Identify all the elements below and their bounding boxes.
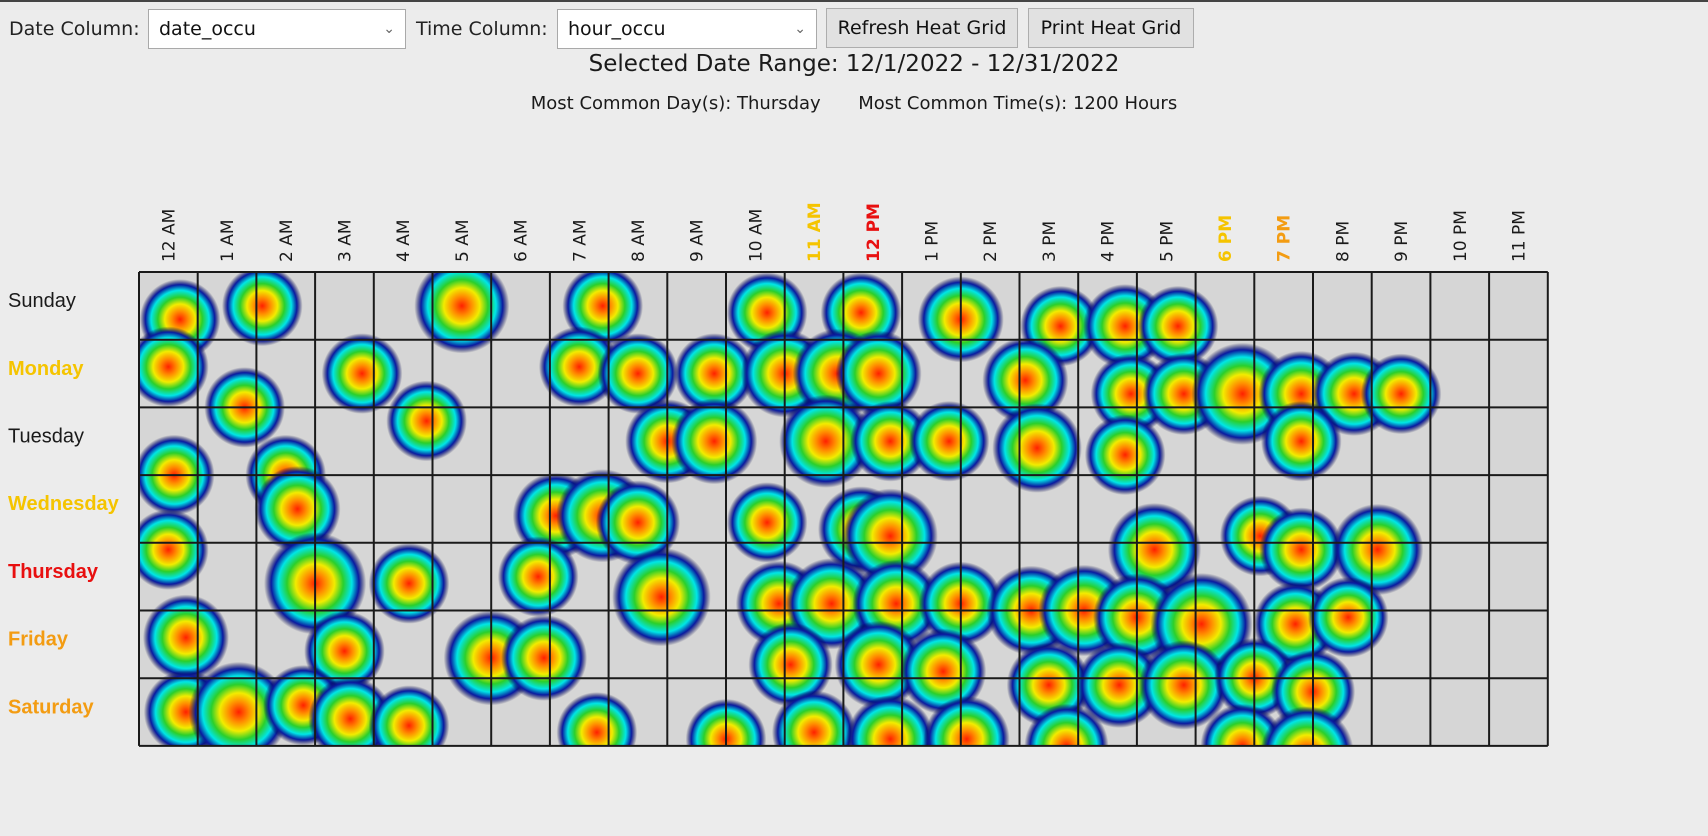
heat-point <box>254 465 341 552</box>
heat-point <box>612 547 711 647</box>
heat-point <box>1084 414 1166 496</box>
hour-label: 6 PM <box>1216 215 1236 262</box>
heat-point <box>908 400 990 482</box>
heat-point <box>771 690 857 746</box>
hour-label: 4 AM <box>394 219 414 262</box>
hour-label: 2 PM <box>981 221 1001 262</box>
heat-point <box>221 272 303 347</box>
hour-label: 3 AM <box>335 219 355 262</box>
hour-label: 8 PM <box>1333 221 1353 262</box>
hour-label: 8 AM <box>629 219 649 262</box>
day-label: Tuesday <box>8 426 84 448</box>
heat-point <box>538 326 620 408</box>
heat-point <box>556 692 638 746</box>
date-column-value: date_occu <box>159 18 256 40</box>
hour-label: 10 PM <box>1451 210 1471 262</box>
time-column-label: Time Column: <box>416 18 548 40</box>
heat-point <box>1260 400 1342 482</box>
heat-point <box>850 400 931 482</box>
day-label: Sunday <box>8 290 76 312</box>
most-common-day: Most Common Day(s): Thursday <box>530 93 821 114</box>
heat-point <box>139 509 209 590</box>
day-label: Saturday <box>8 696 94 718</box>
heat-point <box>1307 576 1389 658</box>
hour-label: 7 AM <box>570 219 590 262</box>
heat-point <box>139 326 209 408</box>
heat-point <box>1259 507 1344 592</box>
heat-point <box>834 620 923 709</box>
heat-point <box>671 398 758 485</box>
heat-point <box>785 558 878 650</box>
heat-point <box>1360 353 1442 435</box>
heat-point <box>188 661 289 746</box>
heat-point <box>368 685 450 746</box>
print-heat-grid-button[interactable]: Print Heat Grid <box>1028 8 1194 48</box>
heat-point <box>748 622 833 707</box>
heat-point <box>414 272 510 354</box>
heat-point <box>1107 502 1202 597</box>
hour-label: 11 AM <box>805 202 825 262</box>
hour-label: 6 AM <box>512 219 532 262</box>
heat-point <box>923 696 1010 746</box>
heat-point <box>1139 640 1229 730</box>
heat-point <box>142 594 229 681</box>
hour-label: 9 PM <box>1392 221 1412 262</box>
hour-label: 11 PM <box>1509 210 1529 262</box>
hour-label: 2 AM <box>277 219 297 262</box>
heat-point <box>1024 703 1109 746</box>
heat-point <box>1137 285 1219 367</box>
day-label: Monday <box>8 358 84 380</box>
hour-label: 9 AM <box>688 219 708 262</box>
most-common-summary: Most Common Day(s): Thursday Most Common… <box>0 93 1708 114</box>
hour-label: 3 PM <box>1040 221 1060 262</box>
day-label: Thursday <box>8 561 99 583</box>
refresh-heat-grid-button[interactable]: Refresh Heat Grid <box>826 8 1018 48</box>
heat-point <box>321 333 403 414</box>
day-label: Wednesday <box>8 493 120 515</box>
hour-label: 10 AM <box>746 209 766 262</box>
date-column-dropdown[interactable]: date_occu ⌄ <box>148 9 406 49</box>
hour-label: 4 PM <box>1099 221 1119 262</box>
heat-point <box>673 333 755 414</box>
heat-point <box>497 536 579 617</box>
time-column-value: hour_occu <box>568 18 666 40</box>
heat-point <box>779 394 873 488</box>
heat-point <box>1076 641 1163 728</box>
heat-point <box>501 614 588 701</box>
heat-point <box>846 695 935 746</box>
heat-point <box>1200 703 1285 746</box>
hour-label: 12 PM <box>864 203 884 262</box>
heat-point <box>386 380 467 462</box>
heat-point <box>726 482 808 563</box>
heat-point <box>992 403 1082 493</box>
hour-label: 5 PM <box>1157 221 1177 262</box>
time-column-dropdown[interactable]: hour_occu ⌄ <box>557 9 817 49</box>
most-common-time: Most Common Time(s): 1200 Hours <box>858 93 1178 114</box>
heat-point <box>368 543 450 624</box>
chevron-down-icon: ⌄ <box>383 21 395 37</box>
heat-point <box>1261 706 1354 746</box>
chevron-down-icon: ⌄ <box>794 21 806 37</box>
heat-point <box>842 488 938 584</box>
date-range-text: Selected Date Range: 12/1/2022 - 12/31/2… <box>588 51 1120 77</box>
heat-point <box>835 330 922 417</box>
window-top-border <box>0 0 1708 2</box>
hour-label: 5 AM <box>453 219 473 262</box>
hour-label: 1 PM <box>922 221 942 262</box>
hour-label: 12 AM <box>159 209 179 262</box>
hour-label: 7 PM <box>1275 215 1295 262</box>
heat-point <box>1331 503 1424 596</box>
hour-label: 1 AM <box>218 219 238 262</box>
heat-point <box>597 333 679 414</box>
date-column-label: Date Column: <box>9 18 140 40</box>
heat-point <box>982 337 1069 424</box>
heat-point <box>900 628 987 715</box>
day-label: Friday <box>8 629 69 651</box>
